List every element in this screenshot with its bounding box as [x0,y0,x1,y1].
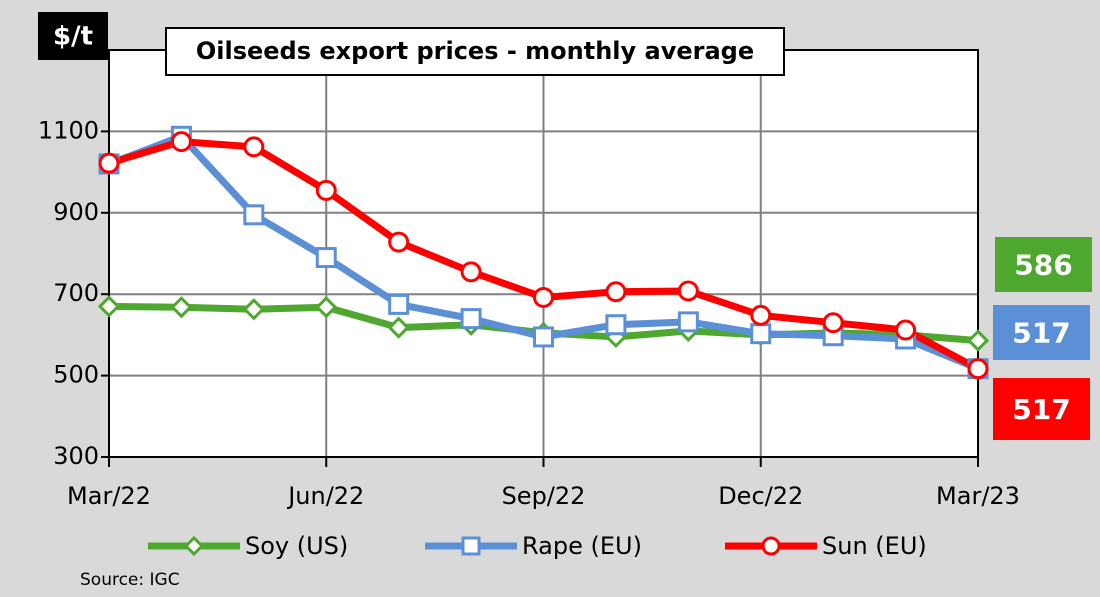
value-label: 517 [1012,393,1070,426]
marker [315,247,337,269]
marker [677,311,699,333]
legend-label: Soy (US) [245,532,348,560]
y-tick-label: 1100 [38,116,99,144]
y-tick-label: 700 [53,279,99,307]
marker [895,319,917,341]
marker [750,304,772,326]
x-tick-label: Sep/22 [502,482,586,510]
marker [533,286,554,308]
y-label-box [38,12,108,60]
legend-item: Sun (EU) [725,532,927,560]
marker [243,204,265,226]
marker [533,326,554,348]
y-tick-label: 500 [53,361,99,389]
marker [460,261,482,283]
marker [966,329,990,352]
legend-marker [461,536,481,556]
chart-title: Oilseeds export prices - monthly average [196,37,754,65]
marker [170,131,192,153]
x-tick-label: Mar/22 [67,482,151,510]
x-tick-label: Jun/22 [286,482,364,510]
value-label-box [995,237,1092,292]
value-label: 586 [1014,249,1072,282]
marker [170,296,193,319]
marker [967,358,989,380]
x-tick-label: Mar/23 [936,482,1020,510]
marker [822,312,844,334]
value-label-box [993,305,1090,360]
marker [315,179,337,201]
y-axis-label: $/t [53,22,93,52]
marker [98,152,120,174]
legend-marker [183,535,205,557]
y-tick-label: 900 [53,198,99,226]
marker [677,280,699,302]
source-note: Source: IGC [80,570,180,590]
value-label: 517 [1012,317,1070,350]
marker [242,298,265,321]
y-tick-label: 300 [53,442,99,470]
marker [388,293,410,315]
marker [97,295,121,318]
legend-label: Rape (EU) [522,532,642,560]
marker [605,281,627,303]
legend-item: Soy (US) [148,532,348,560]
marker [750,323,772,345]
legend-label: Sun (EU) [822,532,927,560]
marker [243,136,265,158]
marker [605,314,627,336]
marker [315,296,338,319]
value-label-box [993,378,1090,440]
legend-item: Rape (EU) [425,532,642,560]
x-tick-label: Dec/22 [718,482,803,510]
marker [460,308,482,330]
marker [388,231,410,253]
legend-marker [761,536,781,556]
title-box [165,27,785,76]
marker [387,316,410,339]
